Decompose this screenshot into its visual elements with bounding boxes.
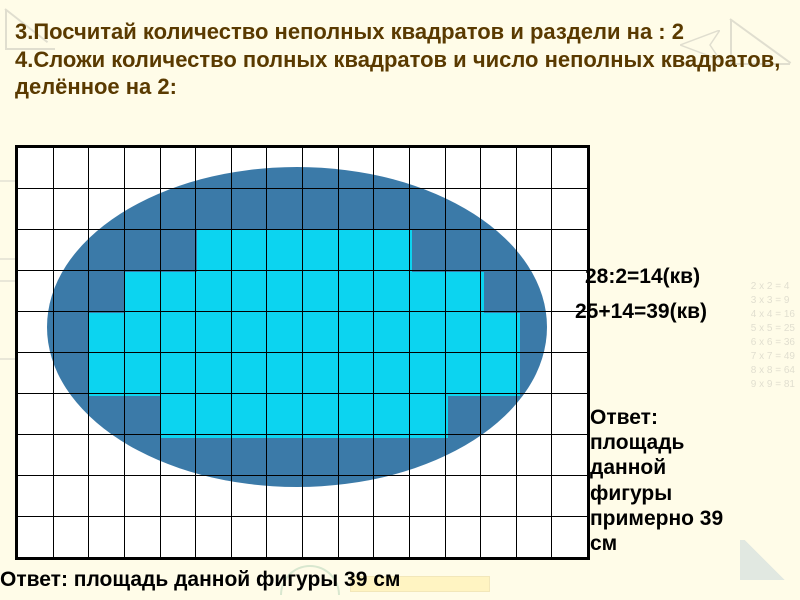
grid-figure: [15, 145, 590, 560]
answer-block: Ответ: площадь данной фигуры примерно 39…: [590, 405, 760, 556]
answer-line: площадь: [590, 431, 684, 454]
answer-line: данной: [590, 456, 666, 479]
answer-line: см: [590, 532, 617, 555]
answer-line: фигуры: [590, 482, 672, 505]
answer-line: примерно 39: [590, 507, 723, 530]
multiplication-table: 2 x 2 = 43 x 3 = 94 x 4 = 165 x 5 = 256 …: [751, 280, 795, 392]
instructions-heading: 3.Посчитай количество неполных квадратов…: [15, 18, 785, 101]
grid-table: [17, 147, 588, 558]
calculation-1: 28:2=14(кв): [585, 265, 700, 289]
answer-label: Ответ:: [590, 406, 658, 429]
calculation-2: 25+14=39(кв): [575, 300, 707, 324]
footer-answer: Ответ: площадь данной фигуры 39 см: [0, 568, 400, 592]
